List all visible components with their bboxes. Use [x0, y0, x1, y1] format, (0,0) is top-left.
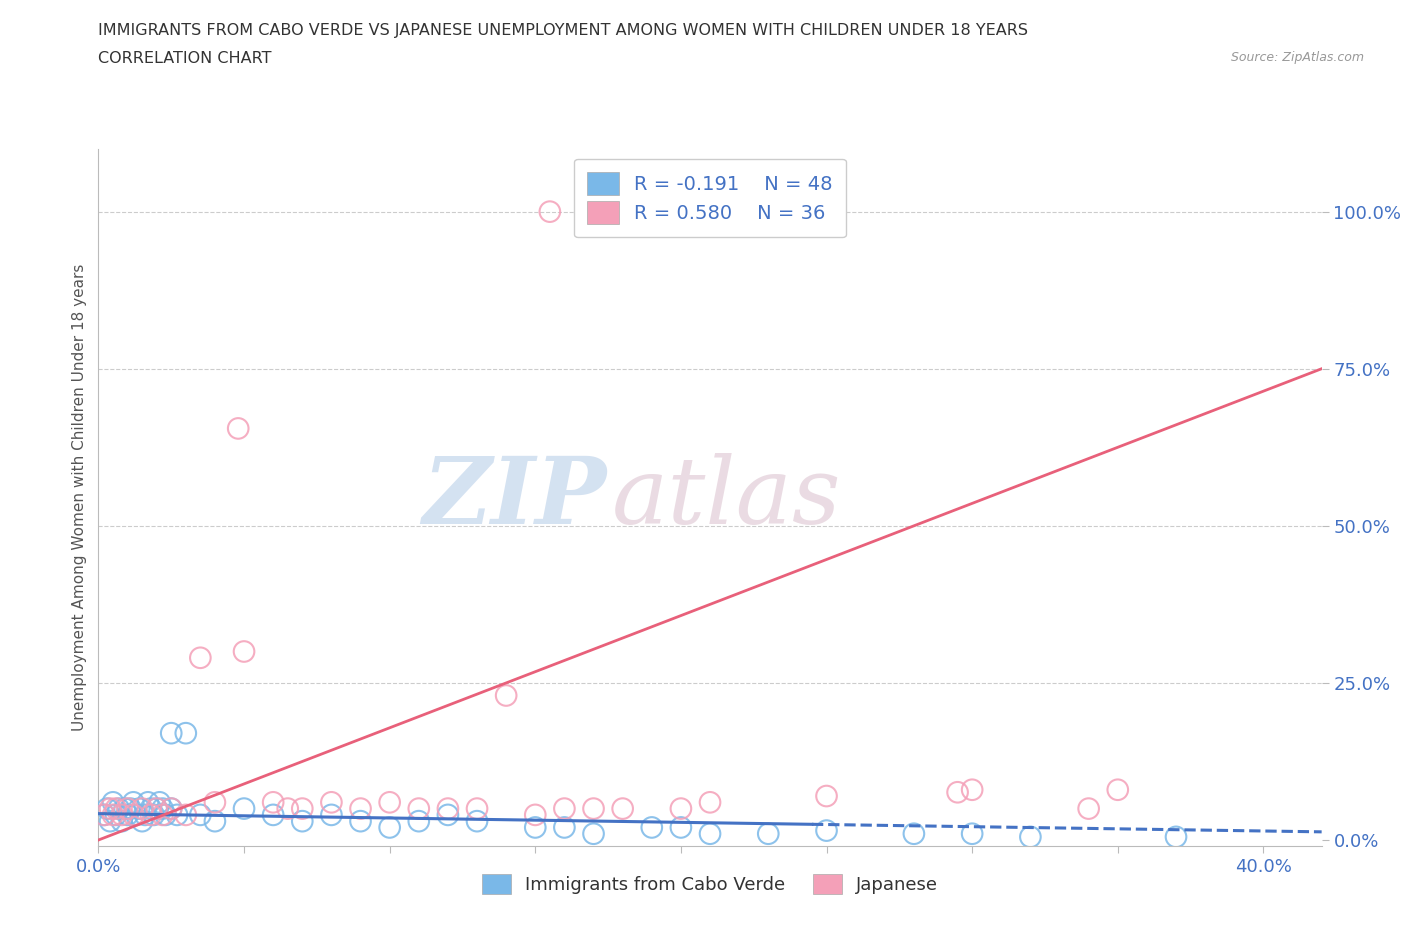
Point — [960, 782, 983, 797]
Point — [524, 820, 547, 835]
Point — [96, 801, 118, 816]
Point — [378, 820, 401, 835]
Point — [465, 801, 488, 816]
Point — [93, 807, 115, 822]
Text: ZIP: ZIP — [422, 453, 606, 542]
Text: atlas: atlas — [612, 453, 842, 542]
Point — [111, 814, 134, 829]
Point — [174, 725, 197, 740]
Point — [155, 807, 177, 822]
Point — [669, 801, 692, 816]
Point — [641, 820, 664, 835]
Point — [188, 807, 212, 822]
Point — [104, 807, 127, 822]
Point — [111, 807, 134, 822]
Point — [233, 644, 256, 659]
Point — [101, 795, 124, 810]
Point — [139, 801, 162, 816]
Point — [160, 725, 183, 740]
Point — [204, 795, 226, 810]
Point — [204, 814, 226, 829]
Point — [166, 807, 188, 822]
Point — [139, 807, 162, 822]
Point — [117, 801, 139, 816]
Point — [903, 826, 925, 841]
Point — [114, 801, 136, 816]
Point — [98, 814, 121, 829]
Point — [98, 801, 121, 816]
Point — [145, 801, 167, 816]
Point — [946, 785, 969, 800]
Point — [437, 807, 460, 822]
Point — [104, 801, 127, 816]
Point — [131, 814, 153, 829]
Text: Source: ZipAtlas.com: Source: ZipAtlas.com — [1230, 51, 1364, 64]
Point — [553, 820, 575, 835]
Point — [349, 814, 371, 829]
Point — [117, 807, 139, 822]
Point — [524, 807, 547, 822]
Point — [122, 795, 145, 810]
Point — [226, 421, 249, 436]
Point — [465, 814, 488, 829]
Point — [120, 801, 142, 816]
Point — [699, 826, 721, 841]
Point — [262, 807, 284, 822]
Point — [321, 807, 343, 822]
Point — [131, 801, 153, 816]
Point — [437, 801, 460, 816]
Point — [128, 801, 150, 816]
Text: CORRELATION CHART: CORRELATION CHART — [98, 51, 271, 66]
Point — [321, 795, 343, 810]
Point — [262, 795, 284, 810]
Point — [349, 801, 371, 816]
Point — [582, 801, 605, 816]
Point — [553, 801, 575, 816]
Point — [1019, 830, 1042, 844]
Point — [1077, 801, 1099, 816]
Point — [815, 789, 838, 804]
Point — [538, 205, 561, 219]
Point — [122, 807, 145, 822]
Point — [960, 826, 983, 841]
Point — [136, 795, 159, 810]
Point — [174, 807, 197, 822]
Point — [408, 814, 430, 829]
Point — [142, 807, 165, 822]
Point — [669, 820, 692, 835]
Point — [149, 795, 172, 810]
Point — [378, 795, 401, 810]
Point — [815, 823, 838, 838]
Point — [108, 801, 131, 816]
Point — [101, 807, 124, 822]
Point — [188, 650, 212, 665]
Y-axis label: Unemployment Among Women with Children Under 18 years: Unemployment Among Women with Children U… — [72, 264, 87, 731]
Point — [756, 826, 779, 841]
Legend: Immigrants from Cabo Verde, Japanese: Immigrants from Cabo Verde, Japanese — [470, 861, 950, 907]
Point — [291, 801, 314, 816]
Point — [160, 801, 183, 816]
Point — [277, 801, 299, 816]
Point — [152, 801, 174, 816]
Text: IMMIGRANTS FROM CABO VERDE VS JAPANESE UNEMPLOYMENT AMONG WOMEN WITH CHILDREN UN: IMMIGRANTS FROM CABO VERDE VS JAPANESE U… — [98, 23, 1028, 38]
Point — [699, 795, 721, 810]
Point — [291, 814, 314, 829]
Point — [134, 807, 156, 822]
Point — [125, 807, 148, 822]
Point — [93, 807, 115, 822]
Point — [408, 801, 430, 816]
Point — [1107, 782, 1129, 797]
Point — [612, 801, 634, 816]
Point — [495, 688, 517, 703]
Point — [1164, 830, 1187, 844]
Point — [145, 801, 167, 816]
Point — [152, 807, 174, 822]
Point — [582, 826, 605, 841]
Point — [233, 801, 256, 816]
Point — [160, 801, 183, 816]
